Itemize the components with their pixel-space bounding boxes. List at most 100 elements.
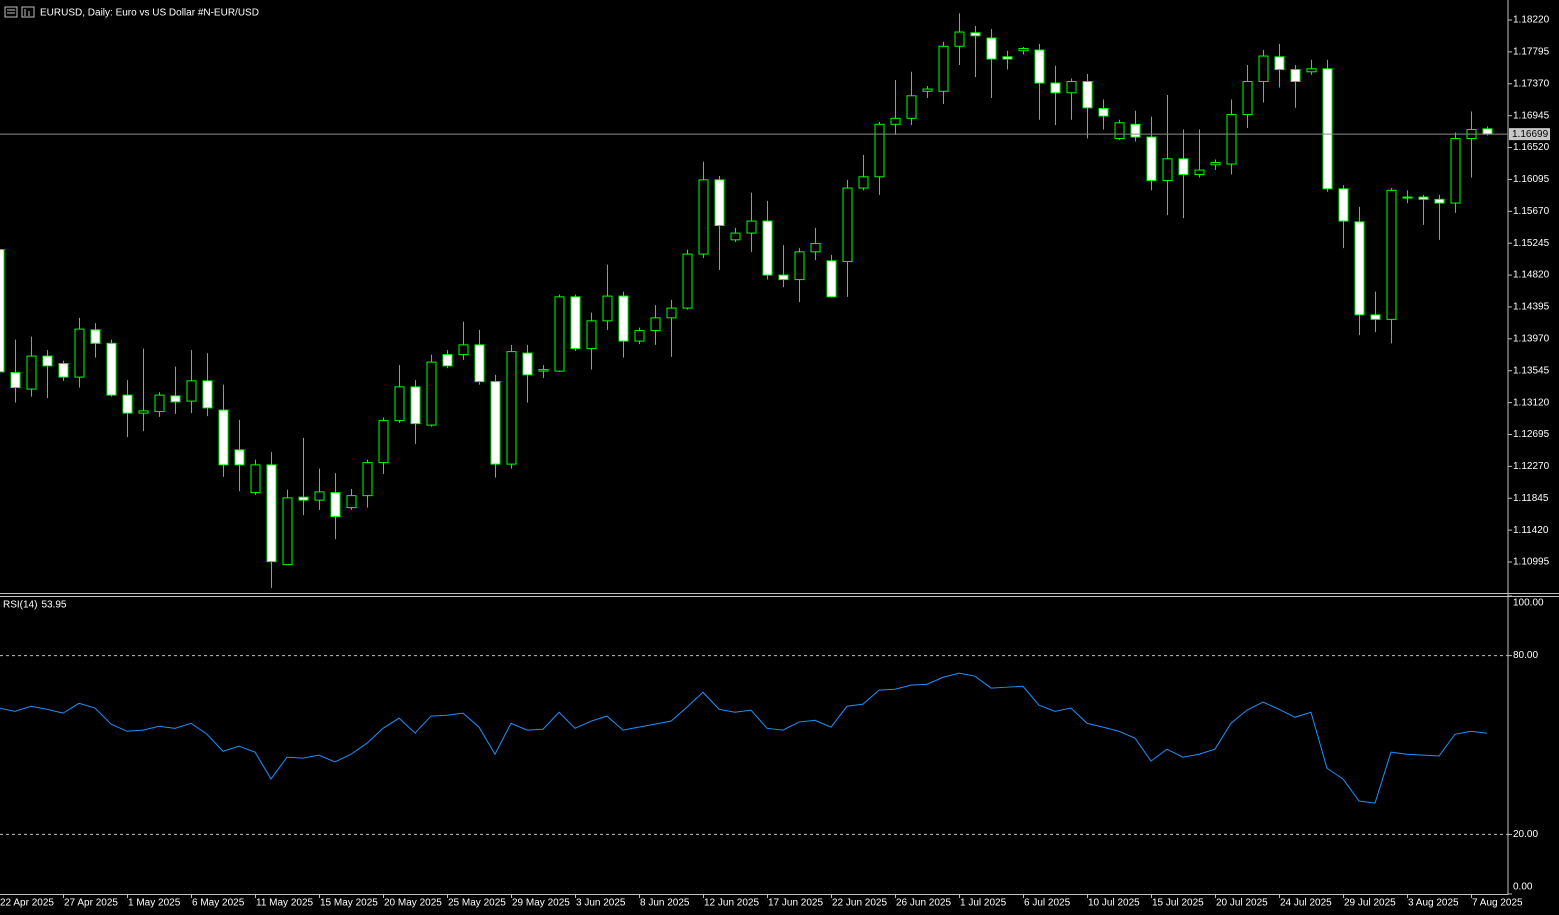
y-tick-label: 0.00 [1513, 882, 1533, 893]
candle-body-down [202, 380, 213, 409]
x-tick-label: 11 May 2025 [256, 898, 314, 909]
y-tick-label: 1.14395 [1513, 302, 1550, 313]
y-tick-label: 1.15670 [1513, 206, 1550, 217]
candle-body-up [1386, 189, 1397, 320]
candle-body-up [874, 123, 885, 178]
candle-body-up [1210, 162, 1221, 166]
candle-body-down [90, 329, 101, 344]
candle-body-up [1226, 114, 1237, 165]
candle-body-down [970, 32, 981, 37]
candle-body-down [122, 394, 133, 414]
candle-body-down [1418, 196, 1429, 200]
candle-body-up [906, 95, 917, 119]
candle-body-down [330, 492, 341, 518]
candle-body-up [1114, 122, 1125, 140]
candle-body-up [1162, 158, 1173, 182]
candle-body-down [778, 274, 789, 281]
x-tick-label: 22 Jun 2025 [832, 898, 887, 909]
y-tick-label: 1.18220 [1513, 15, 1550, 26]
candle-body-down [1002, 56, 1013, 60]
candle-body-down [1338, 188, 1349, 222]
candle-body-down [826, 260, 837, 298]
candle-body-up [154, 394, 165, 413]
candle-body-up [890, 117, 901, 125]
x-tick-label: 12 Jun 2025 [704, 898, 759, 909]
candle-body-down [618, 295, 629, 342]
candle-body-down [106, 342, 117, 396]
toolbar-icons [4, 6, 35, 18]
x-tick-label: 15 Jul 2025 [1152, 898, 1204, 909]
candle-body-up [1018, 48, 1029, 52]
y-tick-label: 1.14820 [1513, 270, 1550, 281]
candle-body-up [586, 320, 597, 350]
y-tick-label: 1.16095 [1513, 174, 1550, 185]
candle-body-up [186, 380, 197, 402]
x-tick-label: 29 Jul 2025 [1344, 898, 1396, 909]
x-tick-label: 1 May 2025 [128, 898, 181, 909]
candle-body-down [570, 296, 581, 350]
candle-body-up [1306, 68, 1317, 73]
candle-body-down [0, 249, 5, 373]
candle-body-down [1178, 158, 1189, 176]
x-tick-label: 25 May 2025 [448, 898, 506, 909]
x-tick-label: 15 May 2025 [320, 898, 378, 909]
x-tick-label: 3 Aug 2025 [1408, 898, 1459, 909]
x-tick-label: 20 Jul 2025 [1216, 898, 1268, 909]
indicator-value: 53.95 [41, 600, 66, 611]
candle-body-down [474, 344, 485, 383]
icon-chart[interactable] [21, 6, 35, 18]
candle-body-down [1322, 68, 1333, 190]
candle-body-up [938, 45, 949, 92]
candle-body-up [554, 296, 565, 372]
candle-body-down [1098, 108, 1109, 117]
candle-body-up [378, 420, 389, 464]
x-tick-label: 1 Jul 2025 [960, 898, 1007, 909]
y-tick-label: 1.12270 [1513, 461, 1550, 472]
candle-body-up [698, 179, 709, 255]
candle-body-down [1482, 128, 1493, 135]
y-tick-label: 1.10995 [1513, 557, 1550, 568]
x-tick-label: 22 Apr 2025 [0, 898, 54, 909]
x-tick-label: 17 Jun 2025 [768, 898, 823, 909]
x-tick-label: 6 Jul 2025 [1024, 898, 1071, 909]
candle-body-up [602, 295, 613, 322]
icon-menu[interactable] [4, 6, 18, 18]
x-tick-label: 27 Apr 2025 [64, 898, 118, 909]
candle-body-up [666, 307, 677, 319]
y-tick-label: 1.11845 [1513, 493, 1549, 504]
candle-body-up [74, 328, 85, 378]
candle-body-down [522, 352, 533, 376]
x-tick-label: 24 Jul 2025 [1280, 898, 1332, 909]
y-tick-label: 100.00 [1513, 598, 1544, 609]
candle-body-down [266, 464, 277, 563]
y-tick-label: 1.15245 [1513, 238, 1550, 249]
y-tick-label: 1.16520 [1513, 142, 1550, 153]
candle-body-down [1082, 81, 1093, 109]
candle-body-up [458, 344, 469, 356]
candle-body-down [42, 355, 53, 367]
candle-body-down [298, 496, 309, 501]
candle-body-up [922, 88, 933, 92]
x-tick-label: 8 Jun 2025 [640, 898, 690, 909]
candle-body-down [1434, 198, 1445, 204]
candle-body-up [394, 386, 405, 422]
candle-body-down [170, 395, 181, 403]
candle-body-up [634, 330, 645, 342]
candle-body-up [682, 253, 693, 309]
candle-body-down [218, 409, 229, 466]
candle-body-up [954, 31, 965, 47]
rsi-line [0, 672, 1488, 804]
current-price-label: 1.16699 [1512, 129, 1549, 140]
candle-body-down [1370, 314, 1381, 320]
candle-body-up [138, 410, 149, 414]
candle-body-down [490, 381, 501, 465]
candle-body-up [282, 497, 293, 566]
candle-body-up [506, 351, 517, 465]
candle-body-down [234, 449, 245, 466]
candle-body-down [1290, 69, 1301, 83]
y-tick-label: 1.13545 [1513, 365, 1550, 376]
candle-body-up [538, 369, 549, 372]
y-tick-label: 1.17370 [1513, 78, 1550, 89]
candle-body-up [314, 491, 325, 501]
